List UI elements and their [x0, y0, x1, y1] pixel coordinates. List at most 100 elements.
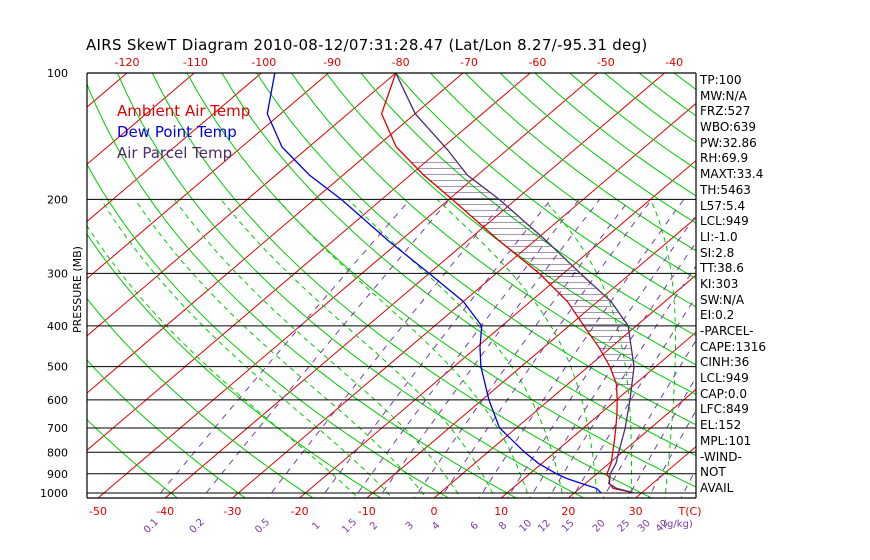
stat-item: WBO:639: [700, 120, 757, 135]
moist-adiabat-line: [436, 199, 598, 498]
dry-adiabat-line: [221, 73, 696, 457]
isotherm-line: [500, 331, 696, 498]
mixing-ratio-label: 30: [636, 518, 653, 535]
pressure-tick-label: 100: [47, 67, 68, 80]
mixing-ratio-label: 1: [310, 520, 322, 532]
mixing-ratio-line: [155, 199, 411, 498]
mixing-ratio-label: 2: [368, 520, 380, 532]
pressure-tick-label: 1000: [40, 487, 68, 500]
dry-adiabat-line: [256, 73, 696, 426]
moist-adiabat-line: [100, 199, 393, 498]
pressure-tick-label: 700: [47, 422, 68, 435]
isotherm-line: [164, 73, 665, 498]
isotherm-line: [87, 73, 262, 223]
dry-adiabat-line: [395, 73, 696, 308]
bottom-temp-tick-label: -10: [358, 505, 376, 518]
moist-adiabat-line: [277, 199, 530, 498]
moist-adiabat-line: [87, 224, 359, 498]
top-temp-tick-label: -90: [323, 56, 341, 69]
bottom-unit-label: T(C): [678, 505, 702, 518]
y-axis-label: PRESSURE (MB): [71, 246, 84, 333]
mixing-ratio-line: [266, 199, 506, 498]
mixing-ratio-line: [548, 265, 696, 498]
stat-item: RH:69.9: [700, 151, 749, 166]
pressure-tick-label: 300: [47, 267, 68, 280]
mixing-ratio-line: [680, 467, 696, 498]
mixing-ratio-line: [378, 199, 600, 498]
pressure-tick-label: 900: [47, 468, 68, 481]
moist-adiabat-line: [134, 199, 428, 498]
bottom-temp-tick-label: -40: [156, 505, 174, 518]
dry-adiabat-line: [151, 73, 653, 498]
isotherm-line: [0, 73, 60, 502]
mixing-ratio-label: 1.5: [340, 517, 359, 536]
mixing-ratio-label: 0.2: [188, 517, 207, 536]
isotherm-line: [567, 388, 696, 498]
mixing-ratio-line: [506, 214, 696, 498]
mixing-ratio-line: [602, 339, 696, 498]
dry-adiabat-line: [290, 73, 696, 396]
mixing-ratio-line: [478, 199, 685, 498]
stats-panel: TP:100 MW:N/A FRZ:527 WBO:639 PW:32.86 RH:69.…: [700, 73, 868, 497]
bottom-temp-tick-label: 30: [629, 505, 643, 518]
isotherm-line: [87, 73, 128, 108]
stat-item: EI:0.2: [700, 308, 735, 323]
chart-legend: Ambient Air Temp Dew Point Temp Air Parc…: [117, 101, 250, 164]
dry-adiabat-line: [464, 73, 696, 252]
top-temp-tick-label: -50: [597, 56, 615, 69]
mixing-ratio-label: 4: [430, 520, 442, 532]
bottom-temp-tick-label: -30: [223, 505, 241, 518]
stat-item: TH:5463: [700, 182, 751, 197]
isotherm-line: [231, 102, 696, 498]
top-temp-tick-label: -70: [460, 56, 478, 69]
stat-item: -WIND-: [700, 449, 742, 464]
stat-item: NOT: [700, 465, 726, 480]
stat-item: FRZ:527: [700, 104, 751, 119]
bottom-temp-tick-label: 0: [431, 505, 438, 518]
stat-item: MAXT:33.4: [700, 167, 764, 182]
pressure-tick-label: 200: [47, 193, 68, 206]
legend-ambient: Ambient Air Temp: [117, 102, 251, 120]
isotherm-line: [298, 159, 696, 498]
series-line-parcel: [395, 73, 635, 494]
mixing-ratio-line: [647, 409, 696, 498]
stat-item: MW:N/A: [700, 88, 747, 103]
moist-adiabat-line: [220, 199, 496, 498]
moist-adiabat-line: [543, 199, 632, 498]
pressure-tick-label: 800: [47, 446, 68, 459]
cape-area: [407, 158, 635, 388]
bottom-temp-tick-label: 10: [494, 505, 508, 518]
mixing-ratio-label: 25: [616, 518, 633, 535]
stat-item: LI:-1.0: [700, 229, 738, 244]
isotherm-line: [87, 73, 531, 451]
series-line-dewpoint: [266, 73, 602, 494]
stat-item: LFC:849: [700, 402, 749, 417]
stat-item: MPL:101: [700, 433, 752, 448]
top-temp-tick-label: -80: [392, 56, 410, 69]
chart-title: AIRS SkewT Diagram 2010-08-12/07:31:28.4…: [86, 36, 648, 54]
stat-item: CINH:36: [700, 355, 750, 370]
mixing-ratio-line: [353, 199, 580, 498]
stat-item: PW:32.86: [700, 135, 757, 150]
dry-adiabat-line: [430, 73, 696, 280]
moist-adiabat-line: [173, 199, 462, 498]
isotherm-line: [87, 73, 329, 280]
pressure-tick-label: 600: [47, 394, 68, 407]
isotherm-line: [87, 73, 464, 394]
isotherm-line: [87, 73, 195, 165]
chart-frame: [86, 72, 697, 499]
stat-item: EL:152: [700, 418, 742, 433]
stat-item: LCL:949: [700, 214, 749, 229]
mixing-ratio-label: 0.5: [253, 517, 272, 536]
series-line-ambient: [380, 73, 635, 494]
chart-series: [266, 73, 635, 494]
stat-item: AVAIL: [700, 480, 734, 495]
dry-adiabat-line: [87, 418, 179, 498]
pressure-tick-label: 400: [47, 320, 68, 333]
bottom-temp-tick-label: -20: [291, 505, 309, 518]
stat-item: TP:100: [700, 73, 742, 87]
dry-adiabat-line: [186, 73, 696, 488]
stat-item: L57:5.4: [700, 198, 746, 213]
isotherm-line: [97, 73, 598, 498]
